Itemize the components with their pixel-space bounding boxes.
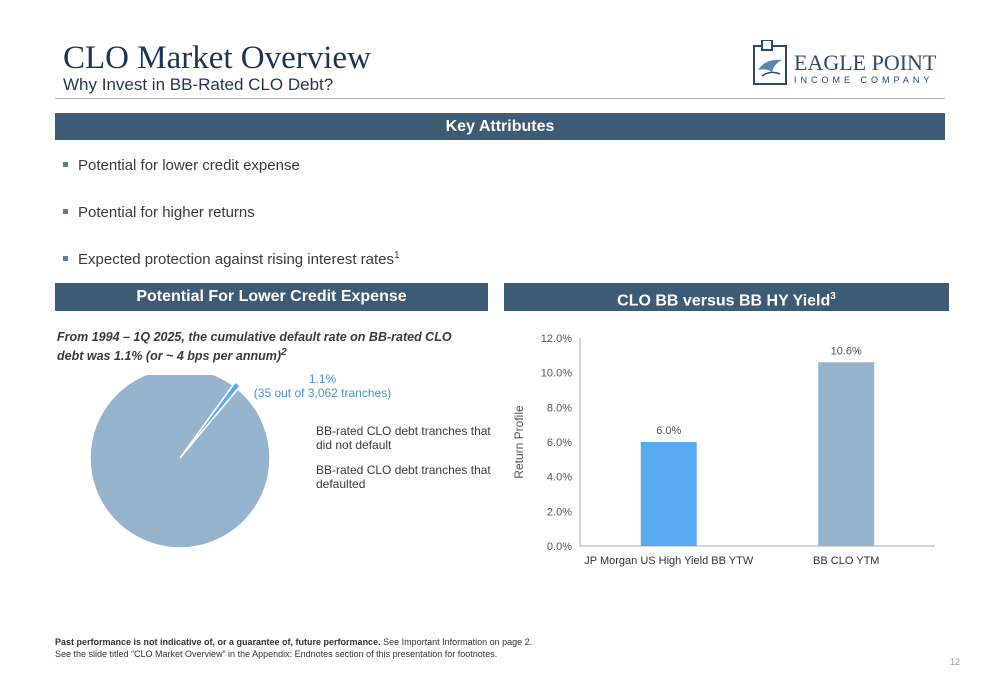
right-panel-heading: CLO BB versus BB HY Yield3 xyxy=(504,283,949,311)
y-tick-label: 4.0% xyxy=(547,472,572,484)
bullet-item: Expected protection against rising inter… xyxy=(63,250,400,268)
bar xyxy=(818,362,875,546)
page-title: CLO Market Overview xyxy=(63,40,371,76)
pie-slice-not-defaulted xyxy=(89,375,271,549)
eagle-logo-icon xyxy=(753,40,787,85)
logo-name: EAGLE POINT xyxy=(794,50,937,75)
defaulted-slice-label: 1.1% (35 out of 3,062 tranches) xyxy=(253,372,392,400)
legend-item-defaulted: BB-rated CLO debt tranches that defaulte… xyxy=(316,463,491,491)
page-number: 12 xyxy=(950,657,961,667)
default-rate-intro: From 1994 – 1Q 2025, the cumulative defa… xyxy=(57,330,452,364)
bullet-item: Potential for higher returns xyxy=(63,204,255,221)
footnote-ref: 2 xyxy=(281,347,287,358)
x-tick-label: BB CLO YTM xyxy=(813,555,879,567)
legend-item-not-defaulted: BB-rated CLO debt tranches that did not … xyxy=(316,424,491,452)
pie-slice-defaulted xyxy=(181,380,242,456)
key-attributes-heading: Key Attributes xyxy=(55,113,945,140)
y-tick-label: 8.0% xyxy=(547,402,572,414)
y-tick-label: 2.0% xyxy=(547,506,572,518)
y-tick-label: 12.0% xyxy=(541,333,572,345)
y-tick-label: 0.0% xyxy=(547,541,572,553)
default-pie-chart xyxy=(89,375,271,549)
bullet-item: Potential for lower credit expense xyxy=(63,157,300,174)
footnote-reference-line: See the slide titled “CLO Market Overvie… xyxy=(55,649,498,659)
disclaimer-line: Past performance is not indicative of, o… xyxy=(55,637,533,647)
page-subtitle: Why Invest in BB-Rated CLO Debt? xyxy=(63,75,334,94)
yield-bar-chart: 0.0% 2.0% 4.0% 6.0% 8.0% 10.0% 12.0% Return Pro… xyxy=(512,333,935,567)
y-tick-label: 6.0% xyxy=(547,437,572,449)
bar-data-label: 10.6% xyxy=(831,345,862,357)
bar xyxy=(640,442,697,546)
y-tick-label: 10.0% xyxy=(541,368,572,380)
y-axis-label: Return Profile xyxy=(512,405,526,479)
footnote-ref: 3 xyxy=(830,291,836,302)
logo-subtitle: INCOME COMPANY xyxy=(794,75,934,85)
bullet-marker-icon xyxy=(63,208,68,214)
footnote-ref: 1 xyxy=(394,250,400,261)
bullet-marker-icon xyxy=(63,255,68,261)
title-divider xyxy=(55,98,945,99)
bullet-marker-icon xyxy=(63,161,68,167)
bar-data-label: 6.0% xyxy=(656,425,681,437)
left-panel-heading: Potential For Lower Credit Expense xyxy=(55,283,488,311)
x-tick-label: JP Morgan US High Yield BB YTW xyxy=(584,555,754,567)
